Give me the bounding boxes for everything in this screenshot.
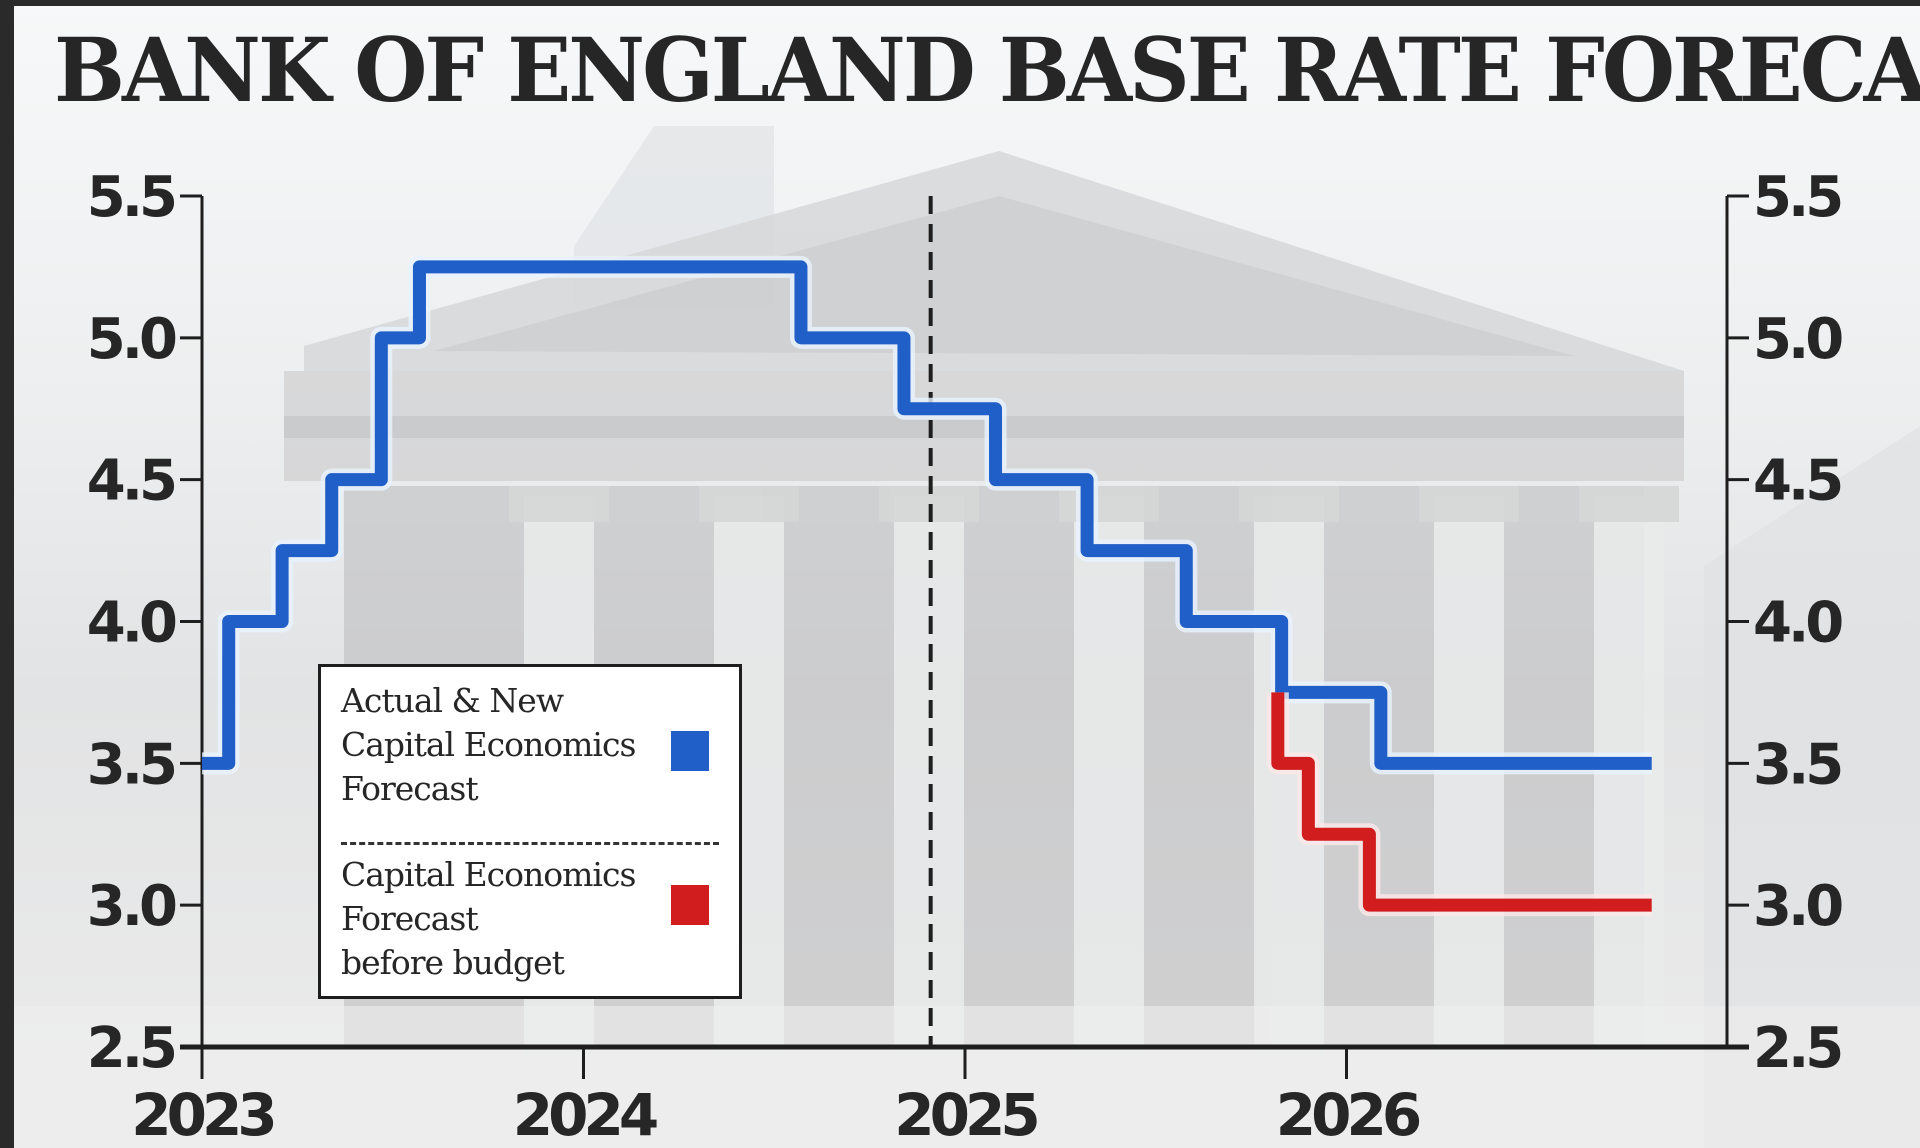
legend-label-line: Forecast: [341, 769, 479, 808]
series-line-actual-new: [202, 260, 1652, 770]
legend-divider: [341, 842, 719, 845]
series-line-before-budget: [1271, 692, 1652, 912]
plot-area: 5.5 5.0 4.5 4.0 3.5 3.0 2.5 5.5 5.0 4.5 4.0 3.5 3.0 2…: [87, 165, 1846, 1148]
y-tick-label-left: 3.0: [87, 874, 176, 939]
x-tick-label: 2023: [131, 1081, 273, 1148]
legend-label-line: Capital Economics: [341, 855, 636, 894]
y-tick-label-right: 4.0: [1753, 591, 1842, 656]
legend-entry-actual-new: Actual & New Capital Economics Forecast: [341, 679, 719, 811]
y-tick-label-right: 4.5: [1753, 449, 1841, 514]
chart-frame: BANK OF ENGLAND BASE RATE FORECAST 5.5 5.…: [14, 6, 1920, 1148]
y-tick-label-right: 5.0: [1753, 307, 1842, 372]
legend-label-line: Forecast: [341, 899, 479, 938]
series-halo: [1266, 692, 1652, 917]
y-tick-label-right: 5.5: [1753, 165, 1841, 230]
legend-label-line: before budget: [341, 943, 565, 982]
y-tick-label-left: 2.5: [87, 1016, 175, 1081]
y-tick-label-left: 5.0: [87, 307, 176, 372]
legend-entry-before-budget: Capital Economics Forecast before budget: [341, 853, 719, 985]
y-tick-label-left: 4.5: [87, 449, 175, 514]
legend-label-line: Actual & New: [341, 681, 564, 720]
y-tick-label-left: 5.5: [87, 165, 175, 230]
y-tick-label-left: 4.0: [87, 591, 176, 656]
x-tick-label: 2025: [894, 1081, 1037, 1148]
legend: Actual & New Capital Economics Forecast …: [318, 664, 742, 999]
y-tick-label-left: 3.5: [87, 732, 175, 797]
legend-swatch-red: [671, 885, 709, 925]
legend-swatch-blue: [671, 731, 709, 771]
chart-title: BANK OF ENGLAND BASE RATE FORECAST: [54, 18, 1920, 122]
x-tick-label: 2024: [513, 1081, 657, 1148]
y-tick-label-right: 3.5: [1753, 732, 1841, 797]
y-tick-label-right: 3.0: [1753, 874, 1842, 939]
x-tick-label: 2026: [1276, 1081, 1420, 1148]
building-background-image: [14, 126, 1920, 1148]
y-tick-label-right: 2.5: [1753, 1016, 1841, 1081]
legend-label-line: Capital Economics: [341, 725, 636, 764]
